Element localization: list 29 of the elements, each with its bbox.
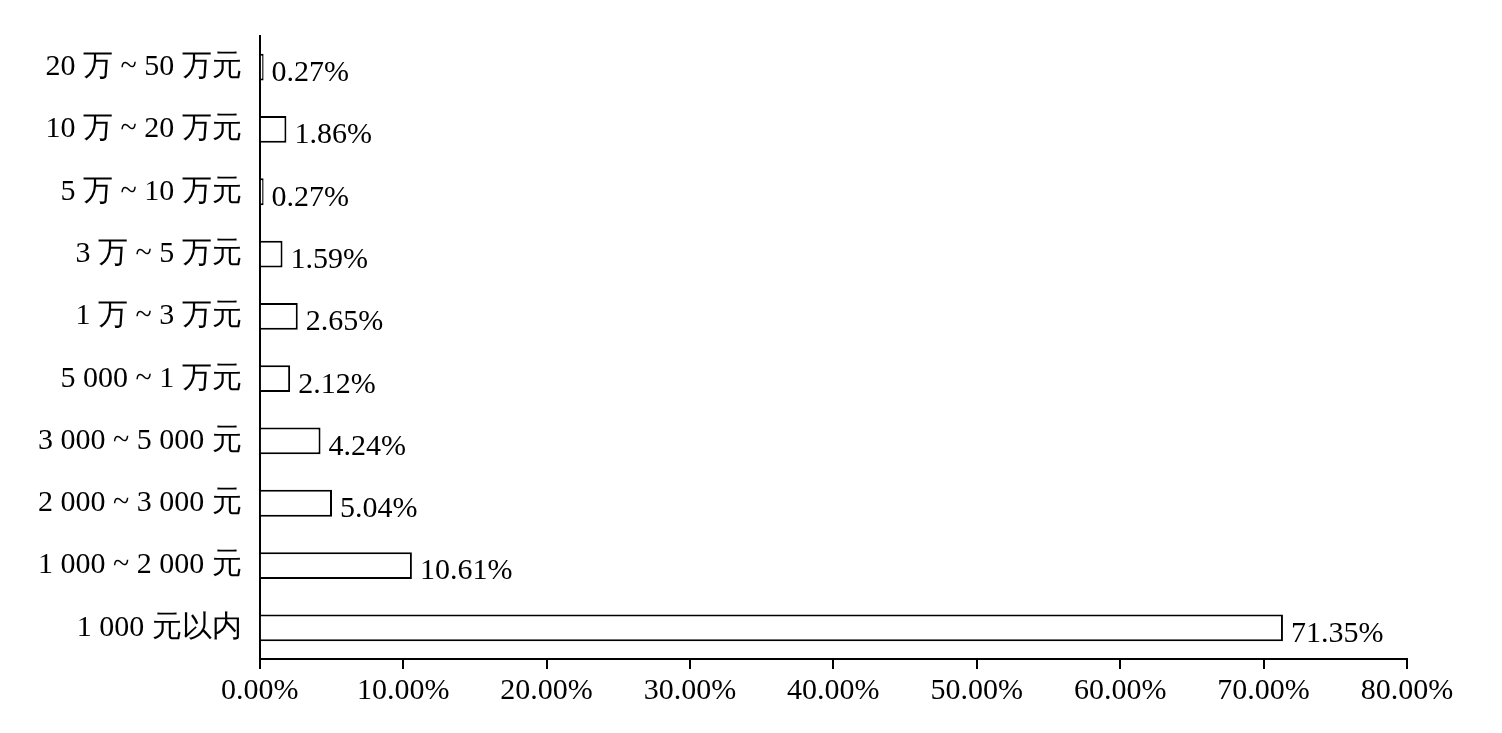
x-tick-label: 40.00% <box>787 671 880 705</box>
data-label: 1.86% <box>294 116 372 150</box>
data-label: 2.65% <box>305 303 384 337</box>
data-label: 0.27% <box>271 54 350 88</box>
x-tick-label: 80.00% <box>1360 671 1454 705</box>
data-label: 71.35% <box>1290 614 1384 648</box>
data-label: 0.27% <box>271 178 350 212</box>
y-tick-label: 1 000 元以内 <box>76 608 242 642</box>
data-label: 10.61% <box>419 552 513 586</box>
y-tick-label: 1 万 ~ 3 万元 <box>75 297 242 331</box>
y-tick-label: 20 万 ~ 50 万元 <box>45 48 242 82</box>
data-label: 1.59% <box>290 240 369 274</box>
x-tick-label: 20.00% <box>500 671 593 705</box>
y-tick-label: 5 万 ~ 10 万元 <box>60 172 242 206</box>
y-tick-label: 1 000 ~ 2 000 元 <box>38 546 242 580</box>
y-tick-label: 2 000 ~ 3 000 元 <box>38 484 242 518</box>
data-label: 5.04% <box>340 490 418 524</box>
x-tick-label: 10.00% <box>356 671 450 705</box>
data-label: 2.12% <box>298 365 376 399</box>
data-label: 4.24% <box>328 427 407 461</box>
y-tick-label: 3 万 ~ 5 万元 <box>75 234 242 268</box>
x-tick-label: 50.00% <box>930 671 1024 705</box>
x-tick-label: 60.00% <box>1073 671 1167 705</box>
y-tick-label: 3 000 ~ 5 000 元 <box>38 421 242 455</box>
x-tick-label: 30.00% <box>643 671 737 705</box>
y-tick-label: 10 万 ~ 20 万元 <box>45 110 242 144</box>
y-tick-label: 5 000 ~ 1 万元 <box>60 359 242 393</box>
x-tick-label: 70.00% <box>1217 671 1310 705</box>
x-tick-label: 0.00% <box>220 671 299 705</box>
